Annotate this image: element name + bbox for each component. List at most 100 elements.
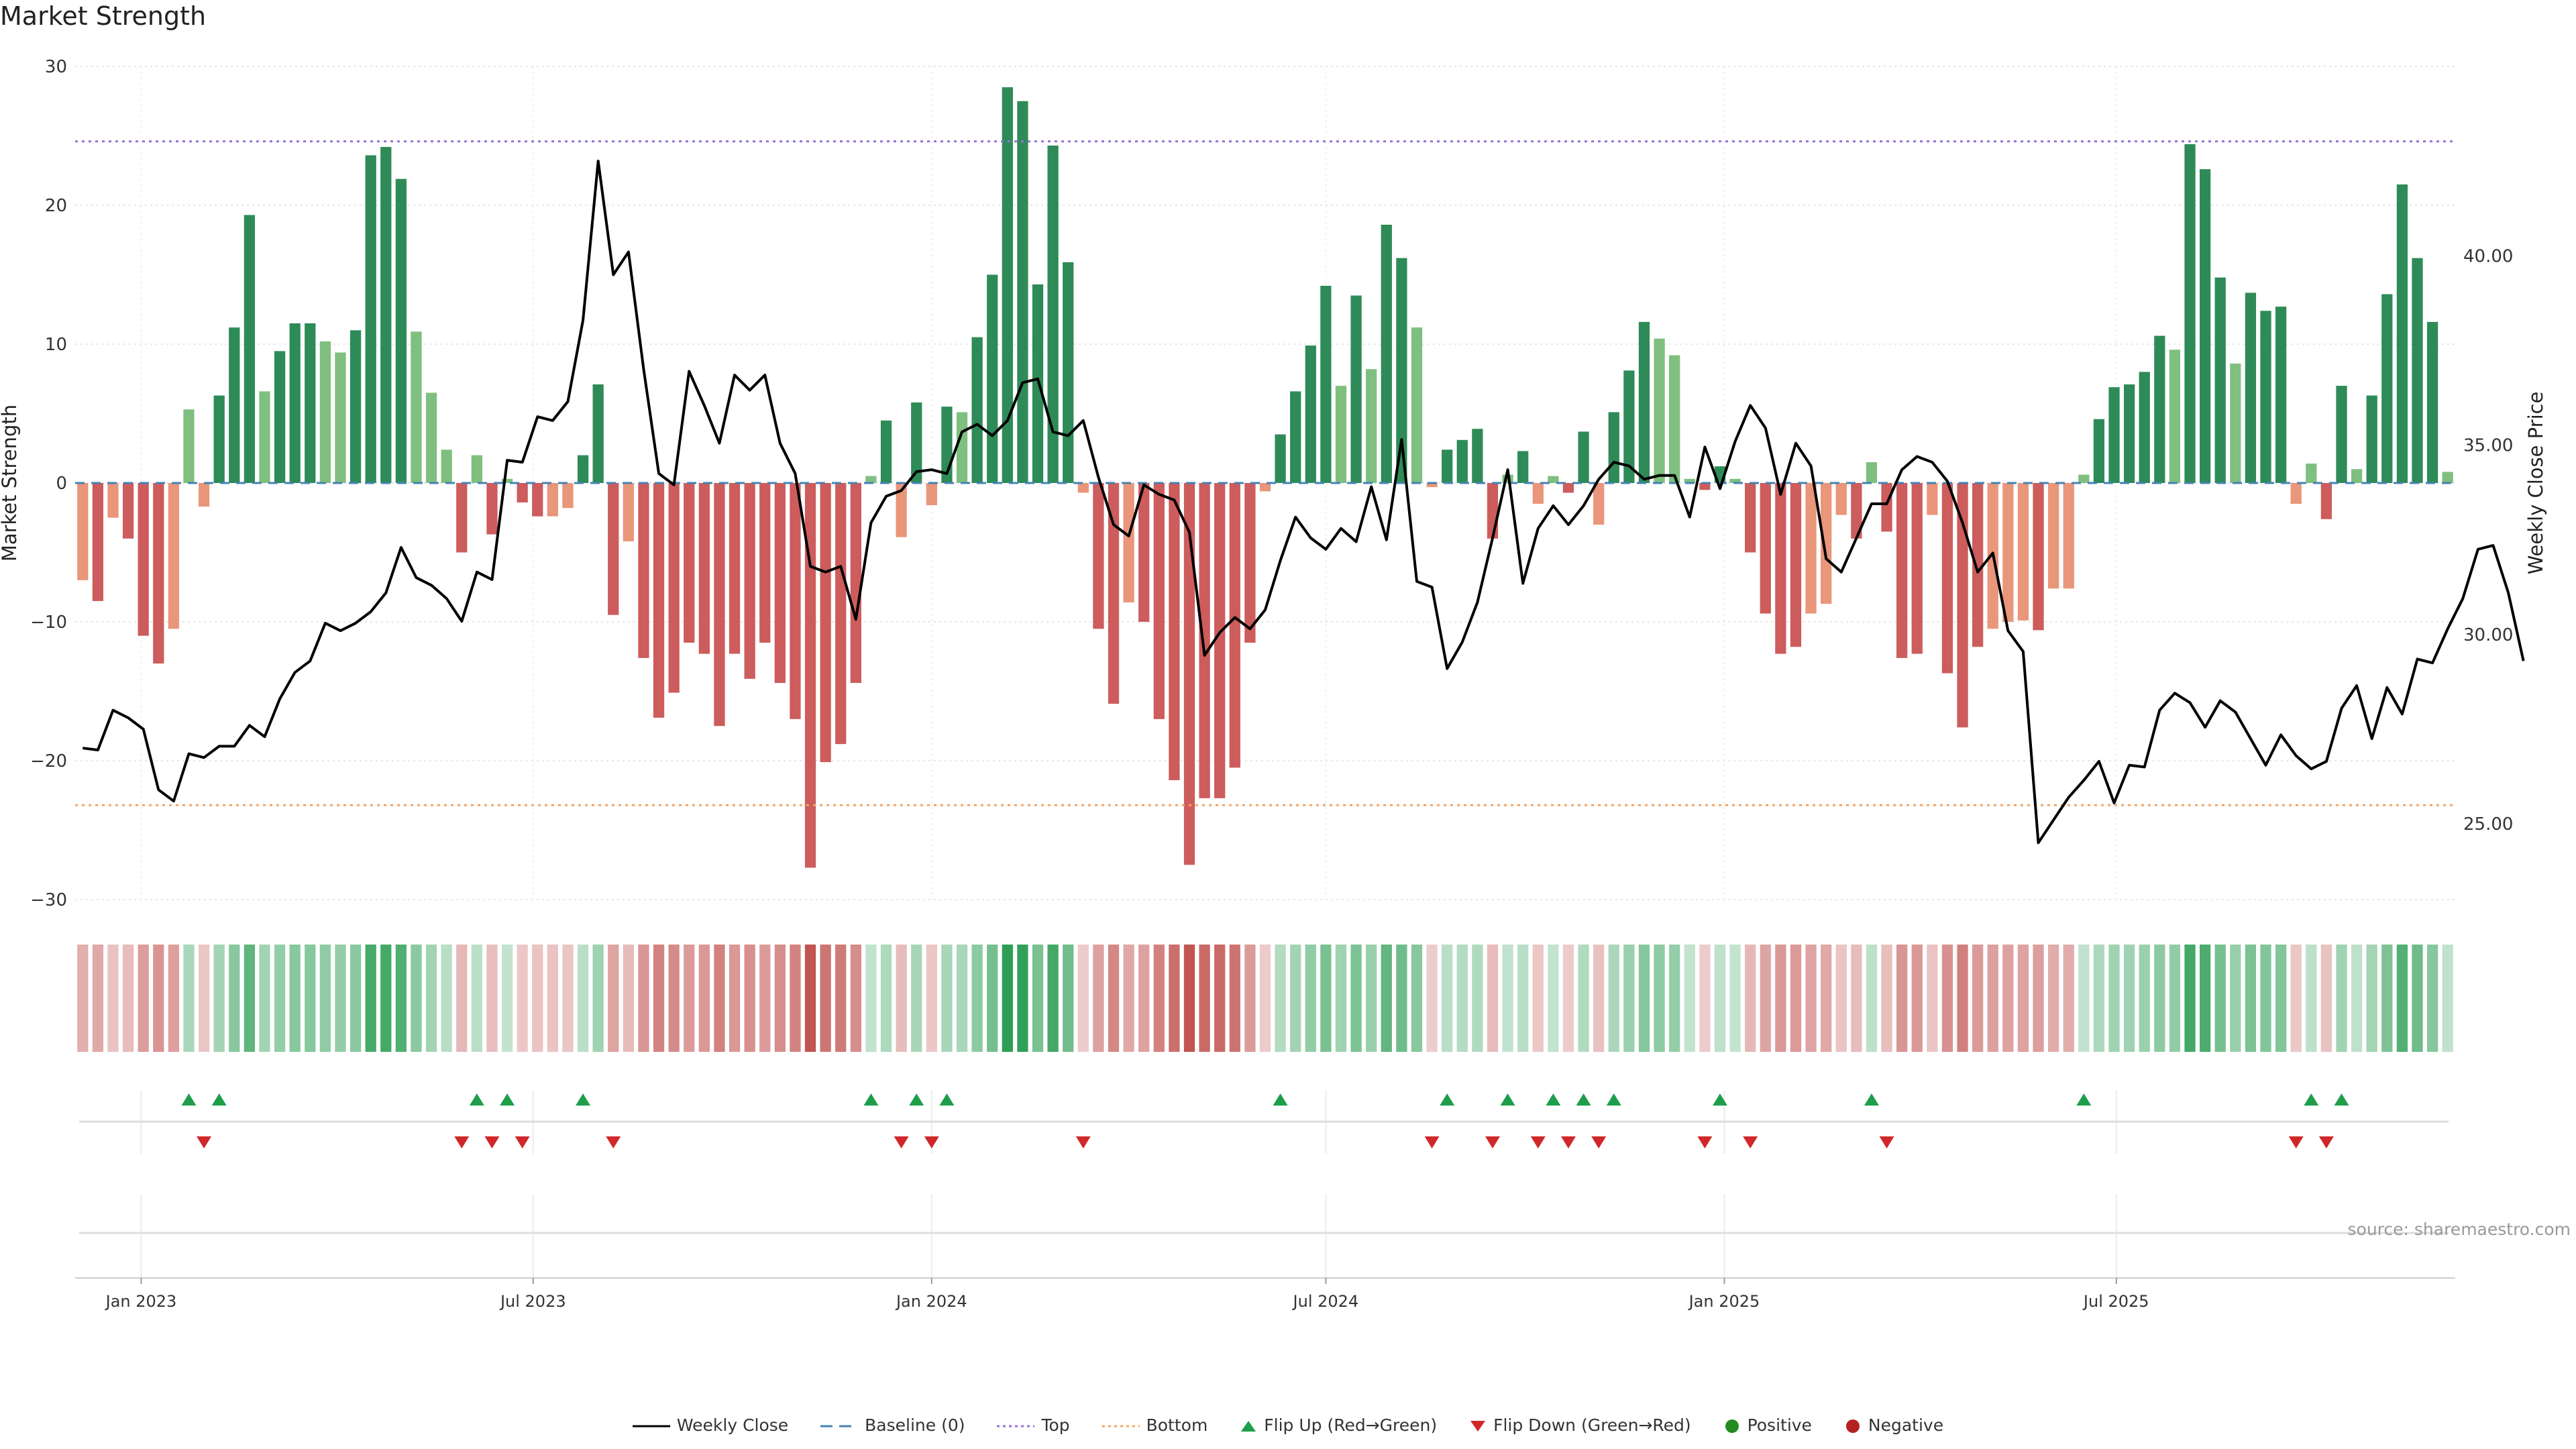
flip-up-marker — [909, 1093, 924, 1106]
heat-cell — [1593, 945, 1605, 1052]
strength-bar — [274, 351, 286, 483]
strength-bar — [2351, 469, 2363, 483]
heat-cell — [244, 945, 256, 1052]
heat-cell — [213, 945, 225, 1052]
heat-cell — [425, 945, 437, 1052]
strength-bar — [1259, 483, 1271, 492]
strength-bar — [820, 483, 831, 763]
heat-cell — [77, 945, 89, 1052]
strength-bar — [1699, 483, 1711, 490]
heat-cell — [1123, 945, 1134, 1052]
heat-cell — [229, 945, 240, 1052]
heat-cell — [2169, 945, 2181, 1052]
heat-cell — [1987, 945, 1998, 1052]
heat-cell — [2017, 945, 2029, 1052]
strength-bar — [2306, 464, 2317, 483]
strength-bar — [138, 483, 149, 636]
strength-bar — [2214, 277, 2226, 483]
strength-bar — [1456, 439, 1468, 483]
heat-cell — [92, 945, 104, 1052]
strength-bar — [380, 147, 392, 483]
flip-up-marker — [211, 1093, 227, 1106]
heat-cell — [168, 945, 180, 1052]
strength-bar — [2396, 184, 2408, 483]
heat-cell — [2199, 945, 2211, 1052]
strength-bar — [2139, 372, 2150, 483]
heat-cell — [1381, 945, 1392, 1052]
heat-cell — [1896, 945, 1908, 1052]
heat-cell — [122, 945, 134, 1052]
heat-cell — [638, 945, 649, 1052]
heat-cell — [1093, 945, 1104, 1052]
strength-bar — [2093, 419, 2105, 483]
flip-up-marker — [181, 1093, 197, 1106]
strength-bar — [198, 483, 210, 507]
strength-bar — [592, 384, 604, 483]
strength-bar — [501, 478, 513, 483]
strength-bar — [92, 483, 104, 601]
strength-bar — [623, 483, 634, 541]
heat-cell — [289, 945, 301, 1052]
flip-down-marker — [515, 1136, 530, 1148]
heat-cell — [1442, 945, 1453, 1052]
heat-cell — [2154, 945, 2165, 1052]
heat-cell — [729, 945, 741, 1052]
strength-bar — [244, 215, 256, 483]
flip-down-marker — [1591, 1136, 1607, 1148]
heat-cell — [941, 945, 953, 1052]
heat-cell — [1426, 945, 1438, 1052]
heat-cell — [1941, 945, 1953, 1052]
heat-cell — [456, 945, 468, 1052]
heat-cell — [471, 945, 483, 1052]
heat-cell — [1320, 945, 1332, 1052]
x-tick-label: Jan 2023 — [105, 1292, 177, 1311]
strength-bar — [1381, 224, 1392, 483]
strength-bar — [2245, 292, 2257, 483]
strength-bar — [1244, 483, 1256, 643]
strength-bar — [2260, 311, 2271, 483]
heat-cell — [2078, 945, 2090, 1052]
heat-strip — [77, 945, 2453, 1052]
heat-cell — [365, 945, 376, 1052]
y-tick-right: 25.00 — [2463, 814, 2513, 835]
heat-cell — [1153, 945, 1165, 1052]
heat-cell — [1138, 945, 1150, 1052]
strength-bar — [1638, 321, 1650, 483]
legend-negative: Negative — [1844, 1415, 1943, 1435]
flip-up-marker — [1576, 1093, 1591, 1106]
heat-cell — [2230, 945, 2241, 1052]
strength-bar — [1093, 483, 1104, 629]
strength-bar — [1941, 483, 1953, 674]
strength-bar — [2290, 483, 2302, 504]
heat-cell — [2123, 945, 2135, 1052]
price-line-layer — [83, 160, 2525, 845]
strength-bar — [1047, 145, 1059, 484]
heat-cell — [532, 945, 543, 1052]
heat-cell — [971, 945, 983, 1052]
strength-bar — [2230, 363, 2241, 483]
strength-bar — [774, 483, 786, 684]
y-axis-label-right: Weekly Close Price — [2524, 392, 2547, 575]
heat-cell — [698, 945, 710, 1052]
flip-up-marker — [939, 1093, 955, 1106]
heat-cell — [517, 945, 528, 1052]
heat-cell — [1699, 945, 1711, 1052]
strength-bar — [1199, 483, 1210, 798]
heat-cell — [790, 945, 801, 1052]
strength-bar — [1684, 478, 1695, 483]
legend-bottom: Bottom — [1102, 1415, 1208, 1435]
strength-bar — [1669, 355, 1680, 483]
legend-weekly-close: Weekly Close — [632, 1415, 788, 1435]
heat-cell — [2275, 945, 2287, 1052]
strength-bar — [486, 483, 498, 535]
strength-bar — [804, 483, 816, 868]
strength-bar — [1442, 449, 1453, 483]
flip-up-marker — [2334, 1093, 2349, 1106]
strength-bar — [395, 178, 407, 483]
flip-up-marker — [500, 1093, 515, 1106]
flip-down-marker — [1485, 1136, 1500, 1148]
strength-bar — [744, 483, 755, 679]
strength-bar — [684, 483, 695, 643]
heat-cell — [987, 945, 998, 1052]
heat-cell — [1502, 945, 1513, 1052]
